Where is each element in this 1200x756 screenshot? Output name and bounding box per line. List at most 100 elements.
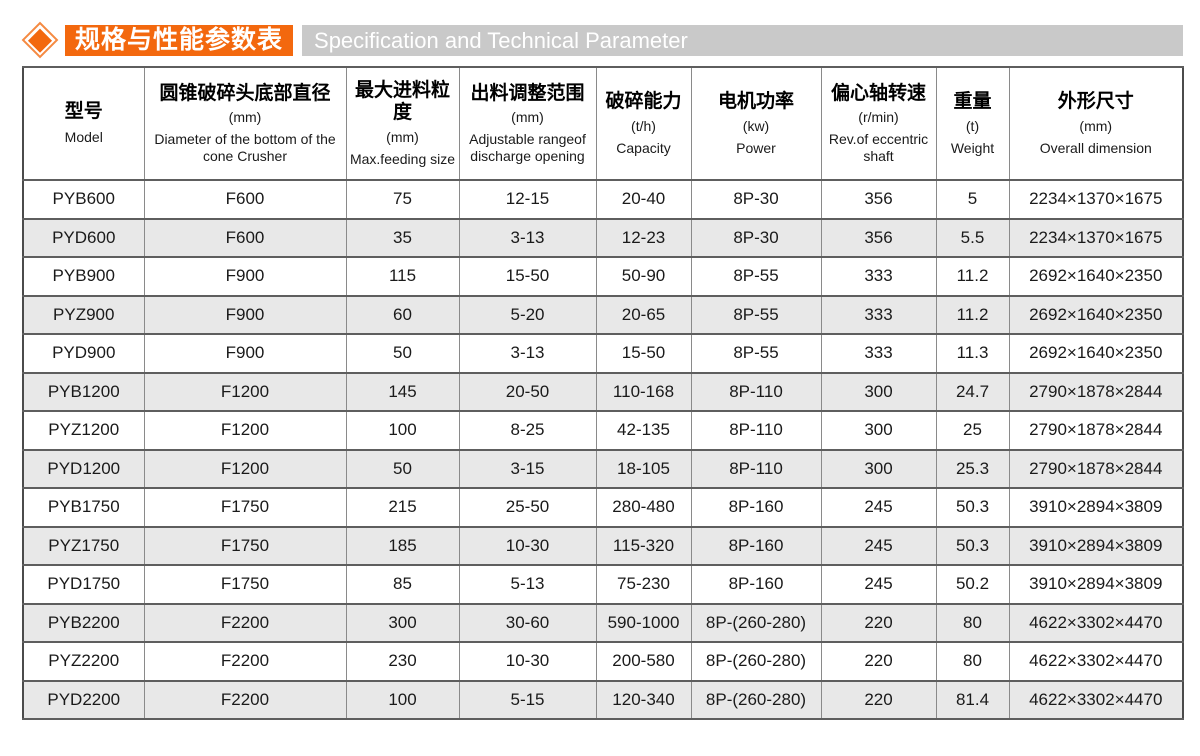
cell-pyz1200-max-feeding-size: 100 [345,410,460,451]
cell-pyz1200-capacity: 42-135 [595,410,692,451]
cell-pyz900-discharge-range: 5-20 [458,294,597,335]
cell-pyb1750-overall-dimension: 3910×2894×3809 [1008,487,1184,528]
col-header-cone-diameter-unit: (mm) [228,109,262,126]
cell-pyd2200-model: PYD2200 [22,679,145,720]
cell-pyd2200-cone-diameter: F2200 [143,679,347,720]
cell-pyd900-capacity: 15-50 [595,333,692,374]
cell-pyb1200-cone-diameter: F1200 [143,371,347,412]
cell-pyb600-cone-diameter: F600 [143,179,347,220]
table-row-pyd2200: PYD2200 F2200 100 5-15 120-340 8P-(260-280) 22… [22,679,1184,720]
col-header-power: 电机功率 (kw) Power [690,66,822,181]
cell-pyz2200-overall-dimension: 4622×3302×4470 [1008,641,1184,682]
cell-pyd600-discharge-range: 3-13 [458,217,597,258]
cell-pyb900-weight: 11.2 [935,256,1010,297]
spec-table: 型号 Model 圆锥破碎头底部直径 (mm) Diameter of the bott… [22,66,1184,720]
cell-pyz1750-power: 8P-160 [690,525,822,566]
cell-pyb2200-discharge-range: 30-60 [458,602,597,643]
table-row-pyd1750: PYD1750 F1750 85 5-13 75-230 8P-160 245 50.2 391… [22,564,1184,605]
section-title-english: Specification and Technical Parameter [302,24,1183,56]
cell-pyb600-power: 8P-30 [690,179,822,220]
cell-pyz900-power: 8P-55 [690,294,822,335]
cell-pyz900-eccentric-speed: 333 [820,294,937,335]
cell-pyd600-overall-dimension: 2234×1370×1675 [1008,217,1184,258]
cell-pyz1750-capacity: 115-320 [595,525,692,566]
table-row-pyd900: PYD900 F900 50 3-13 15-50 8P-55 333 11.3 2692×16… [22,333,1184,374]
table-row-pyb600: PYB600 F600 75 12-15 20-40 8P-30 356 5 2234×1370… [22,179,1184,220]
cell-pyz2200-eccentric-speed: 220 [820,641,937,682]
cell-pyb1200-power: 8P-110 [690,371,822,412]
cell-pyb1750-capacity: 280-480 [595,487,692,528]
cell-pyd1200-model: PYD1200 [22,448,145,489]
cell-pyb600-overall-dimension: 2234×1370×1675 [1008,179,1184,220]
table-row-pyb1750: PYB1750 F1750 215 25-50 280-480 8P-160 245 50.3… [22,487,1184,528]
cell-pyz1200-discharge-range: 8-25 [458,410,597,451]
cell-pyd900-eccentric-speed: 333 [820,333,937,374]
col-header-power-unit: (kw) [742,117,770,134]
cell-pyd600-capacity: 12-23 [595,217,692,258]
cell-pyd1750-cone-diameter: F1750 [143,564,347,605]
col-header-model: 型号 Model [22,66,145,181]
cell-pyb600-capacity: 20-40 [595,179,692,220]
section-title-chinese: 规格与性能参数表 [65,24,294,56]
cell-pyz900-capacity: 20-65 [595,294,692,335]
cell-pyb2200-weight: 80 [935,602,1010,643]
cell-pyz1200-model: PYZ1200 [22,410,145,451]
cell-pyb1200-model: PYB1200 [22,371,145,412]
cell-pyz1750-cone-diameter: F1750 [143,525,347,566]
cell-pyz1750-model: PYZ1750 [22,525,145,566]
cell-pyb1750-cone-diameter: F1750 [143,487,347,528]
col-header-discharge-range: 出料调整范围 (mm) Adjustable rangeof discharge o… [458,66,597,181]
cell-pyz1200-eccentric-speed: 300 [820,410,937,451]
cell-pyd1750-model: PYD1750 [22,564,145,605]
cell-pyd2200-overall-dimension: 4622×3302×4470 [1008,679,1184,720]
cell-pyz2200-power: 8P-(260-280) [690,641,822,682]
cell-pyd2200-discharge-range: 5-15 [458,679,597,720]
table-row-pyz2200: PYZ2200 F2200 230 10-30 200-580 8P-(260-280) 2… [22,641,1184,682]
cell-pyd900-model: PYD900 [22,333,145,374]
cell-pyz1200-cone-diameter: F1200 [143,410,347,451]
cell-pyd1750-overall-dimension: 3910×2894×3809 [1008,564,1184,605]
cell-pyb2200-eccentric-speed: 220 [820,602,937,643]
cell-pyz900-weight: 11.2 [935,294,1010,335]
cell-pyz2200-cone-diameter: F2200 [143,641,347,682]
cell-pyz900-max-feeding-size: 60 [345,294,460,335]
col-header-eccentric-speed-en: Rev.of eccentric shaft [828,131,929,164]
cell-pyd1750-max-feeding-size: 85 [345,564,460,605]
col-header-capacity-cn: 破碎能力 [605,90,682,112]
col-header-power-en: Power [736,139,776,156]
table-row-pyz900: PYZ900 F900 60 5-20 20-65 8P-55 333 11.2 2692×16… [22,294,1184,335]
cell-pyb2200-power: 8P-(260-280) [690,602,822,643]
spec-table-body: PYB600 F600 75 12-15 20-40 8P-30 356 5 2234×1370… [22,179,1184,720]
cell-pyd900-weight: 11.3 [935,333,1010,374]
cell-pyb1200-overall-dimension: 2790×1878×2844 [1008,371,1184,412]
cell-pyz2200-max-feeding-size: 230 [345,641,460,682]
cell-pyb900-overall-dimension: 2692×1640×2350 [1008,256,1184,297]
col-header-max-feeding-size-unit: (mm) [386,129,419,146]
cell-pyb2200-overall-dimension: 4622×3302×4470 [1008,602,1184,643]
table-row-pyz1750: PYZ1750 F1750 185 10-30 115-320 8P-160 245 50.3… [22,525,1184,566]
cell-pyb1200-weight: 24.7 [935,371,1010,412]
cell-pyz1750-max-feeding-size: 185 [345,525,460,566]
cell-pyd1200-weight: 25.3 [935,448,1010,489]
cell-pyz1750-discharge-range: 10-30 [458,525,597,566]
cell-pyd2200-eccentric-speed: 220 [820,679,937,720]
table-row-pyb2200: PYB2200 F2200 300 30-60 590-1000 8P-(260-280)… [22,602,1184,643]
cell-pyd600-power: 8P-30 [690,217,822,258]
col-header-overall-dimension-unit: (mm) [1079,117,1113,134]
cell-pyd900-power: 8P-55 [690,333,822,374]
cell-pyd900-cone-diameter: F900 [143,333,347,374]
col-header-overall-dimension-en: Overall dimension [1039,139,1152,156]
cell-pyd1750-capacity: 75-230 [595,564,692,605]
cell-pyb600-weight: 5 [935,179,1010,220]
table-row-pyb1200: PYB1200 F1200 145 20-50 110-168 8P-110 300 24.7… [22,371,1184,412]
col-header-max-feeding-size-cn: 最大进料粒度 [354,79,450,124]
cell-pyb1750-max-feeding-size: 215 [345,487,460,528]
col-header-weight-en: Weight [950,139,995,156]
cell-pyd900-discharge-range: 3-13 [458,333,597,374]
cell-pyd1750-eccentric-speed: 245 [820,564,937,605]
col-header-cone-diameter-en: Diameter of the bottom of the cone Crush… [154,131,336,164]
diamond-icon [21,21,59,59]
col-header-eccentric-speed-unit: (r/min) [858,109,899,126]
table-row-pyd600: PYD600 F600 35 3-13 12-23 8P-30 356 5.5 2234×137… [22,217,1184,258]
cell-pyd900-max-feeding-size: 50 [345,333,460,374]
